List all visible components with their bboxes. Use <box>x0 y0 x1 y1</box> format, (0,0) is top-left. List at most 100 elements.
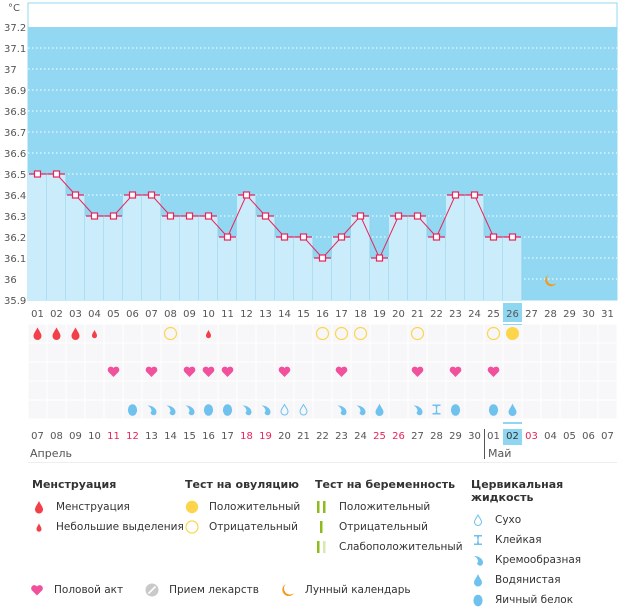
grid-cell <box>351 381 370 400</box>
grid-cell <box>85 343 104 362</box>
ovulation-negative-icon <box>410 326 425 341</box>
date-label: 07 <box>601 431 614 442</box>
grid-cell <box>541 324 560 343</box>
creamy-icon <box>356 405 366 416</box>
grid-cell <box>294 343 313 362</box>
legend-item-medication: Прием лекарств <box>145 580 259 600</box>
temperature-point <box>33 170 42 178</box>
ovulation-positive-icon <box>506 327 519 340</box>
grid-cell <box>313 381 332 400</box>
x-tick-label: 21 <box>411 309 424 320</box>
grid-cell <box>142 381 161 400</box>
temperature-bar <box>47 174 66 300</box>
date-label: 25 <box>373 431 386 442</box>
creamy-icon <box>337 405 347 416</box>
x-tick-label: 20 <box>392 309 405 320</box>
legend-item-pregnancy-negative: Отрицательный <box>315 517 463 537</box>
date-label: 28 <box>430 431 443 442</box>
date-label: 12 <box>126 431 139 442</box>
grid-cell <box>598 400 617 419</box>
grid-cell <box>28 343 47 362</box>
grid-cell <box>465 324 484 343</box>
date-label: 08 <box>50 431 63 442</box>
y-axis-unit: °C <box>8 3 20 14</box>
temperature-bar <box>465 195 484 300</box>
grid-cell <box>389 362 408 381</box>
temperature-point <box>394 212 403 220</box>
grid-cell <box>522 343 541 362</box>
x-tick-label: 07 <box>145 309 158 320</box>
temperature-point <box>337 233 346 241</box>
grid-cell <box>85 381 104 400</box>
x-tick-label: 04 <box>88 309 101 320</box>
grid-cell <box>161 381 180 400</box>
legend-item-menstruation: Менструация <box>32 497 184 517</box>
x-tick-label: 18 <box>354 309 367 320</box>
grid-cell <box>389 381 408 400</box>
legend-item-watery: Водянистая <box>471 570 626 590</box>
month-label-may: Май <box>488 447 512 460</box>
legend-pregnancy: Тест на беременность Положительный Отриц… <box>315 478 463 557</box>
dry-icon <box>280 403 289 416</box>
legend-item-egg-white: Яичный белок <box>471 590 626 610</box>
heart-icon <box>411 366 424 377</box>
grid-cell <box>161 362 180 381</box>
moon-icon <box>545 274 557 287</box>
grid-cell <box>66 381 85 400</box>
temperature-chart: 37.2 37.1 37 36.9 36.8 36.7 36.6 36.5 36.4 36.3 36… <box>4 2 618 322</box>
grid-cell <box>294 324 313 343</box>
temperature-point <box>166 212 175 220</box>
blood-drop-icon <box>35 501 43 514</box>
grid-cell <box>294 381 313 400</box>
x-tick-label: 23 <box>449 309 462 320</box>
grid-cell <box>256 381 275 400</box>
creamy-icon <box>242 405 252 416</box>
legend-item-dry: Сухо <box>471 510 626 530</box>
temperature-bar <box>28 174 47 300</box>
grid-cell <box>104 400 123 419</box>
grid-cell <box>313 343 332 362</box>
grid-cell <box>237 324 256 343</box>
x-tick-label: 31 <box>601 309 614 320</box>
egg-white-icon <box>473 594 483 607</box>
grid-cell <box>389 343 408 362</box>
y-tick-label: 37.2 <box>4 23 26 34</box>
x-tick-label: 14 <box>278 309 291 320</box>
grid-cell <box>560 381 579 400</box>
legend-ovulation: Тест на овуляцию Положительный Отрицател… <box>185 478 300 537</box>
creamy-icon <box>413 405 423 416</box>
dry-drop-icon <box>473 513 483 526</box>
date-label: 02 <box>503 429 522 445</box>
date-label: 18 <box>240 431 253 442</box>
temperature-bar <box>408 216 427 300</box>
date-label: 01 <box>487 431 500 442</box>
small-drop-icon <box>36 523 42 532</box>
y-tick-label: 36.7 <box>4 128 26 139</box>
date-label: 06 <box>582 431 595 442</box>
grid-cell <box>579 343 598 362</box>
temperature-point <box>489 233 498 241</box>
grid-cell <box>104 324 123 343</box>
temperature-bar <box>66 195 85 300</box>
grid-cell <box>522 400 541 419</box>
x-tick-label: 08 <box>164 309 177 320</box>
grid-cell <box>389 400 408 419</box>
x-tick-label: 29 <box>563 309 576 320</box>
light-icon <box>206 330 211 339</box>
grid-cell <box>541 381 560 400</box>
grid-cell <box>123 381 142 400</box>
legend-item-pregnancy-weak: Слабоположительный <box>315 537 463 557</box>
y-tick-label: 37.1 <box>4 44 26 55</box>
grid-cell <box>66 343 85 362</box>
month-separator <box>484 429 485 459</box>
grid-cell <box>408 343 427 362</box>
temperature-point <box>413 212 422 220</box>
temperature-point <box>356 212 365 220</box>
date-label: 04 <box>544 431 557 442</box>
today-marker-bottom <box>503 422 522 424</box>
grid-cell <box>275 343 294 362</box>
temperature-point <box>128 191 137 199</box>
temperature-bar <box>218 237 237 300</box>
grid-cell <box>123 343 142 362</box>
grid-cell <box>47 343 66 362</box>
